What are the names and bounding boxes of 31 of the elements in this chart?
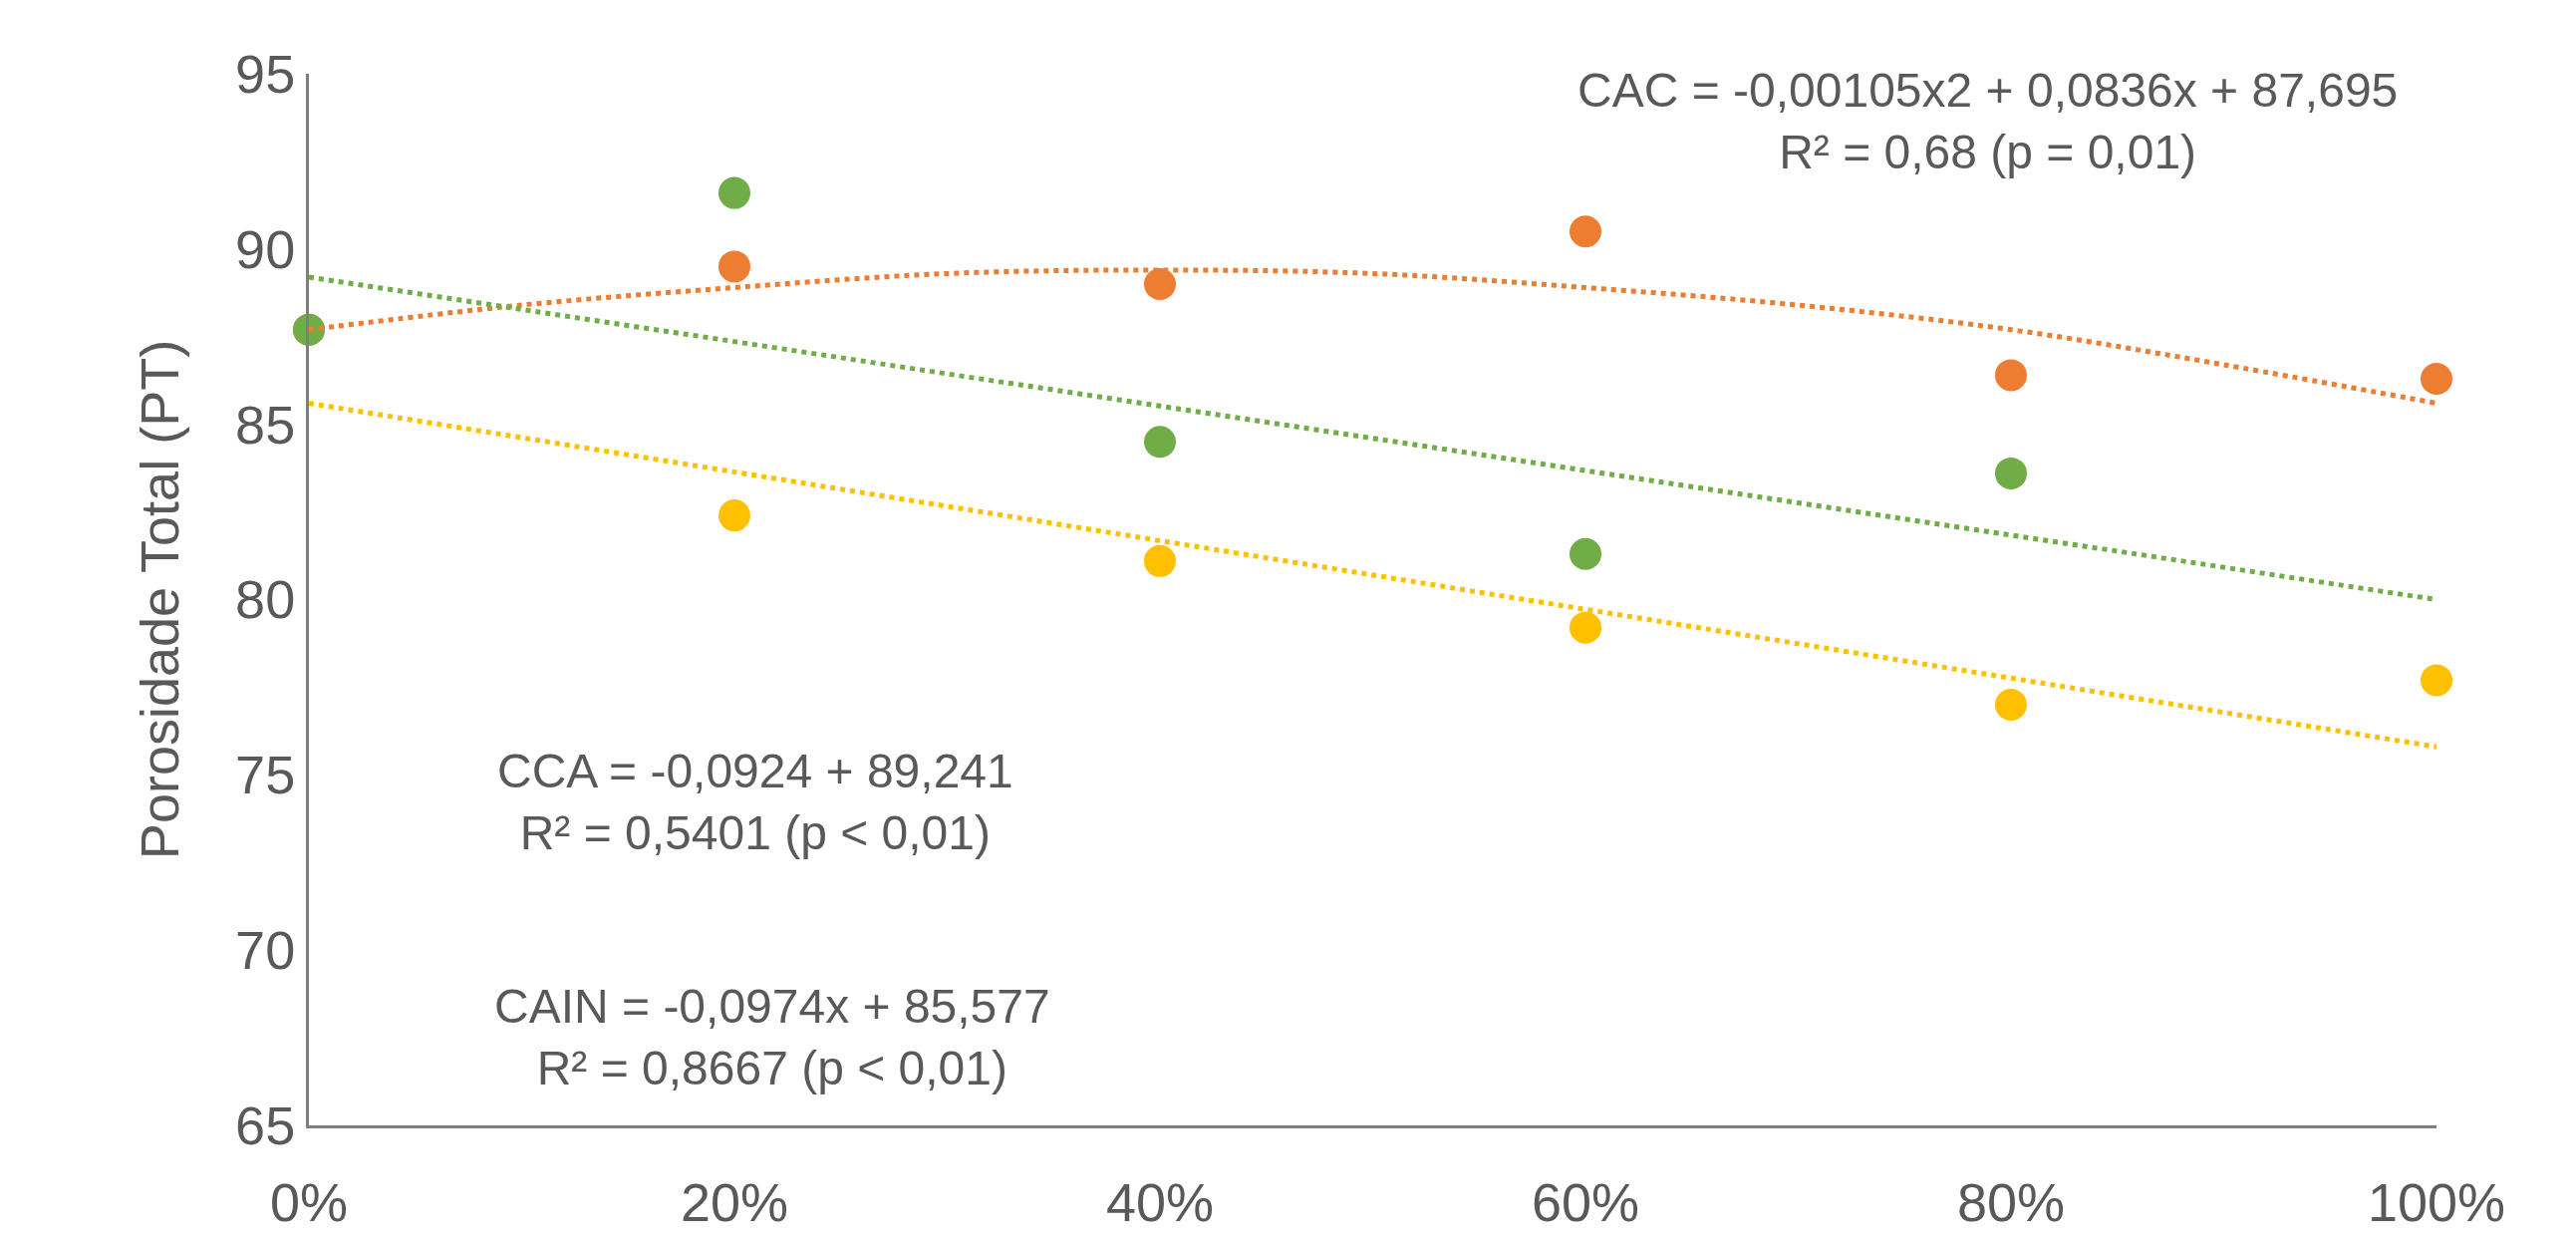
point bbox=[718, 499, 750, 532]
point bbox=[1144, 426, 1176, 459]
x-tick-label: 80% bbox=[1956, 1171, 2066, 1232]
point bbox=[1144, 268, 1176, 300]
point bbox=[1144, 544, 1176, 577]
y-tick-label: 75 bbox=[235, 745, 296, 805]
x-tick-label: 40% bbox=[1105, 1171, 1215, 1232]
point bbox=[1995, 689, 2027, 721]
point bbox=[718, 176, 750, 209]
y-tick-label: 95 bbox=[235, 43, 296, 104]
y-tick-label: 85 bbox=[235, 394, 296, 455]
point bbox=[1995, 457, 2027, 489]
y-tick-label: 80 bbox=[235, 569, 296, 630]
point bbox=[1570, 537, 1601, 570]
annotation: CAIN = -0,0974x + 85,577 R² = 0,8667 (p < 0,01) bbox=[494, 980, 1050, 1095]
annotation: CAC = -0,00105x2 + 0,0836x + 87,695 R² = 0,68 (p = 0,01) bbox=[1577, 64, 2399, 179]
y-tick-label: 70 bbox=[235, 920, 296, 981]
x-tick-label: 0% bbox=[269, 1171, 349, 1232]
point bbox=[2421, 362, 2452, 395]
x-tick-label: 20% bbox=[680, 1171, 789, 1232]
x-tick-label: 100% bbox=[2367, 1171, 2506, 1232]
point bbox=[1995, 359, 2027, 392]
y-tick-label: 90 bbox=[235, 218, 296, 279]
y-tick-label: 65 bbox=[235, 1094, 296, 1155]
point bbox=[718, 250, 750, 283]
y-axis-title: Porosidade Total (PT) bbox=[129, 339, 189, 860]
point bbox=[2421, 664, 2452, 697]
x-tick-label: 60% bbox=[1531, 1171, 1640, 1232]
annotation: CCA = -0,0924 + 89,241 R² = 0,5401 (p < 0,01) bbox=[497, 745, 1013, 860]
point bbox=[1570, 611, 1601, 644]
point bbox=[1570, 215, 1601, 248]
